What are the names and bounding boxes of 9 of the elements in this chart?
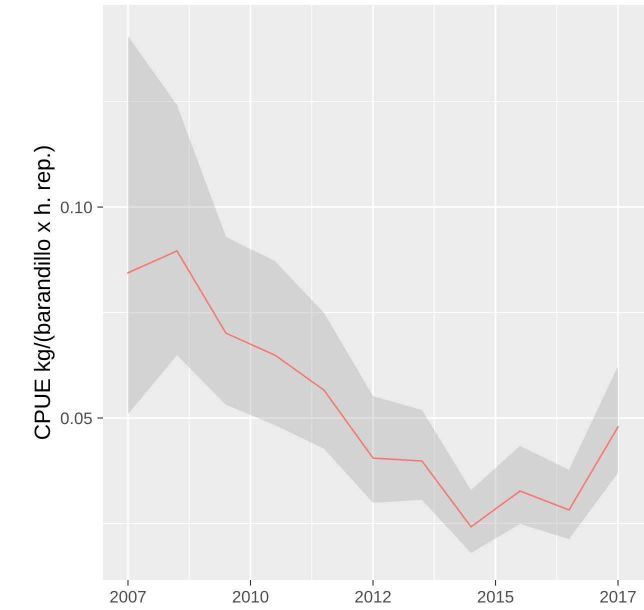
line-series <box>127 250 619 528</box>
x-tick-label: 2017 <box>600 590 636 603</box>
y-tick-label: 0.10 <box>60 201 92 214</box>
x-tick-label: 2010 <box>232 590 268 603</box>
y-axis-title: CPUE kg/(barandillo x h. rep.) <box>34 146 55 439</box>
y-tick-label: 0.05 <box>60 412 92 424</box>
x-tick-label: 2007 <box>110 590 146 603</box>
x-tick-label: 2012 <box>355 590 391 603</box>
x-tick-label: 2015 <box>478 590 514 603</box>
